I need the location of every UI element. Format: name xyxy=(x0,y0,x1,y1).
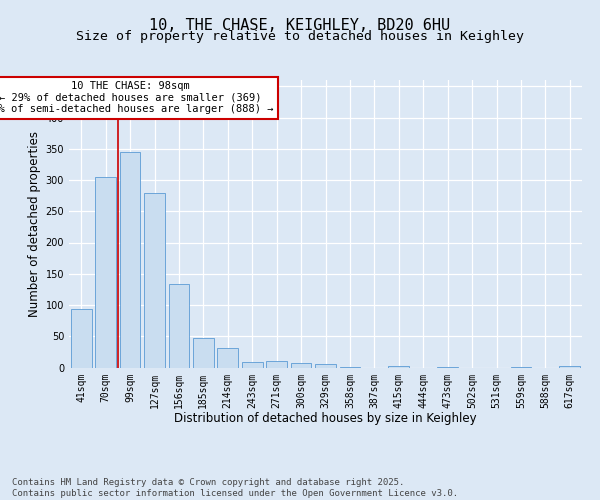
Text: Size of property relative to detached houses in Keighley: Size of property relative to detached ho… xyxy=(76,30,524,43)
Bar xyxy=(511,367,532,368)
Bar xyxy=(242,362,263,368)
Bar xyxy=(119,152,140,368)
X-axis label: Distribution of detached houses by size in Keighley: Distribution of detached houses by size … xyxy=(174,412,477,425)
Bar xyxy=(266,361,287,368)
Bar xyxy=(315,364,336,368)
Text: 10, THE CHASE, KEIGHLEY, BD20 6HU: 10, THE CHASE, KEIGHLEY, BD20 6HU xyxy=(149,18,451,32)
Bar xyxy=(95,177,116,368)
Bar xyxy=(169,284,190,368)
Text: 10 THE CHASE: 98sqm
← 29% of detached houses are smaller (369)
70% of semi-detac: 10 THE CHASE: 98sqm ← 29% of detached ho… xyxy=(0,81,274,114)
Y-axis label: Number of detached properties: Number of detached properties xyxy=(28,130,41,317)
Bar xyxy=(193,338,214,368)
Bar xyxy=(71,310,92,368)
Bar xyxy=(388,366,409,368)
Bar xyxy=(340,367,361,368)
Bar xyxy=(290,362,311,368)
Bar xyxy=(559,366,580,368)
Bar xyxy=(217,348,238,368)
Bar xyxy=(144,192,165,368)
Bar xyxy=(437,367,458,368)
Text: Contains HM Land Registry data © Crown copyright and database right 2025.
Contai: Contains HM Land Registry data © Crown c… xyxy=(12,478,458,498)
